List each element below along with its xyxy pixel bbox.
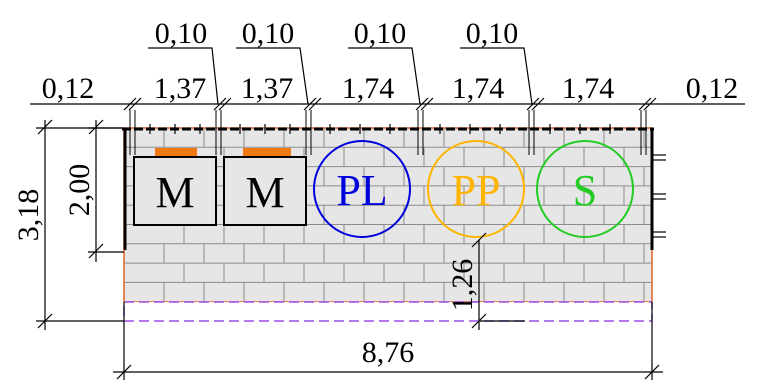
section-separators <box>129 110 647 155</box>
circle-pl-ring <box>313 140 411 238</box>
dim-gap-3: 0,10 <box>354 17 407 50</box>
module-1-box <box>133 156 217 226</box>
module-2-cap <box>243 148 291 158</box>
dim-width-total: 8,76 <box>362 336 415 369</box>
dim-gap-1: 0,10 <box>155 17 208 50</box>
dimension-lines <box>30 47 745 380</box>
module-1-label: M <box>155 168 194 217</box>
base-strip <box>123 301 653 322</box>
circle-pl: PL <box>313 140 411 238</box>
module-1-cap <box>155 148 197 158</box>
dim-top-3: 1,37 <box>241 72 294 105</box>
dim-top-5: 1,74 <box>452 72 505 105</box>
circle-pp-label: PP <box>452 166 501 215</box>
right-edge-ticks <box>652 154 666 238</box>
dim-gap-2: 0,10 <box>242 17 295 50</box>
dim-gap-4: 0,10 <box>466 17 519 50</box>
dim-top-6: 1,74 <box>562 72 615 105</box>
module-2-label: M <box>245 168 284 217</box>
dim-top-2: 1,37 <box>154 72 207 105</box>
module-2-box <box>223 156 307 226</box>
dim-height-upper: 2,00 <box>63 164 96 217</box>
circle-pl-label: PL <box>336 166 387 215</box>
circle-s-ring <box>536 140 634 238</box>
dim-top-7: 0,12 <box>686 72 739 105</box>
top-edge-ticks <box>149 124 611 134</box>
circle-s-label: S <box>573 166 597 215</box>
dim-top-4: 1,74 <box>342 72 395 105</box>
circle-s: S <box>536 140 634 238</box>
circle-pp-ring <box>427 140 525 238</box>
module-1: M <box>133 148 217 226</box>
dim-height-lower: 1,26 <box>446 259 479 312</box>
circle-pp: PP <box>427 140 525 238</box>
module-2: M <box>223 148 307 226</box>
dim-height-total: 3,18 <box>12 189 45 242</box>
dim-top-1: 0,12 <box>42 72 95 105</box>
